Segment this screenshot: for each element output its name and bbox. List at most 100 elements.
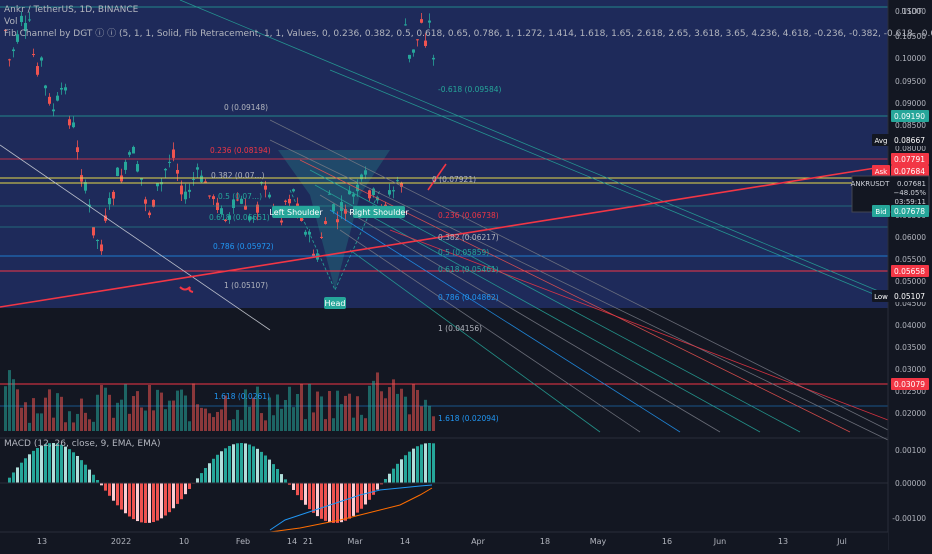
candle-body [24, 23, 27, 32]
volume-bar [356, 396, 359, 431]
candle-body [280, 220, 283, 223]
candle-body [216, 202, 219, 211]
fib-618-left-label: 0.618 (0.06651) [209, 213, 270, 222]
candle-body [52, 109, 55, 112]
right-shoulder-label[interactable]: Right Shoulder [349, 206, 409, 218]
price-tick-label: 0.09500 [895, 77, 926, 86]
volume-bar [120, 399, 123, 431]
volume-bar [40, 413, 43, 431]
candle-body [248, 216, 251, 221]
volume-bar [240, 419, 243, 431]
macd-histogram-bar [148, 483, 151, 523]
time-axis[interactable] [0, 532, 888, 550]
price-tag-top: 0.09190 [894, 112, 925, 121]
candle-body [220, 208, 223, 214]
volume-bar [324, 419, 327, 431]
price-tick-label: 0.08000 [895, 144, 926, 153]
candle-body [196, 167, 199, 170]
macd-histogram-bar [332, 483, 335, 523]
price-tag-upper: 0.07791 [894, 155, 925, 164]
candle-body [132, 146, 135, 154]
candle-body [424, 40, 427, 46]
head-label[interactable]: Head [324, 297, 346, 309]
currency-label: USDT [901, 7, 922, 16]
fib-channel-line [269, 119, 889, 431]
left-shoulder-label[interactable]: Left Shoulder [269, 206, 323, 218]
candle-body [188, 189, 191, 192]
symbol-title[interactable]: Ankr / TetherUS, 1D, BINANCE [4, 5, 139, 15]
candle-body [16, 34, 19, 42]
macd-histogram-bar [228, 445, 231, 483]
volume-bar [172, 400, 175, 431]
volume-bar [188, 421, 191, 431]
fib-channel-line [339, 229, 641, 433]
macd-histogram-bar [220, 451, 223, 483]
macd-histogram-bar [64, 446, 67, 483]
candle-body [112, 191, 115, 199]
price-tag-ask: 0.07684 [894, 167, 925, 176]
macd-histogram-bar [28, 454, 31, 483]
candle-body [68, 119, 71, 126]
candle-body [268, 194, 271, 198]
candle-body [364, 170, 367, 175]
price-tag-mid: 0.05658 [894, 267, 925, 276]
macd-histogram-bar [324, 483, 327, 521]
candle-body [304, 231, 307, 235]
candle-body [356, 184, 359, 192]
candle-body [180, 185, 183, 195]
volume-bar [12, 379, 15, 431]
price-tag-red-bg [891, 378, 929, 390]
volume-bar [268, 397, 271, 431]
price-tag-bid-label-bg [872, 205, 890, 217]
macd-tick-label: 0.00000 [895, 479, 926, 488]
price-tags: 0.09190 0.08667 Avg 0.07791 0.07684 Ask ANKRUS… [851, 110, 930, 390]
macd-histogram-bar [208, 463, 211, 483]
red-flag-icon[interactable] [179, 286, 194, 293]
candle-body [236, 199, 239, 201]
macd-histogram-bar [328, 483, 331, 523]
macd-tick-label: 0.00100 [895, 446, 926, 455]
macd-histogram-bar [216, 454, 219, 483]
fib-channel-indicator-title[interactable]: Fib Channel by DGT ⓘ ⓘ (5, 1, 1, Solid, … [4, 29, 932, 39]
price-tag-bid-label: Bid [875, 208, 886, 216]
price-tag-avg-bg [891, 134, 929, 146]
macd-indicator-title[interactable]: MACD (12, 26, close, 9, EMA, EMA) [4, 439, 161, 449]
candle-body [32, 54, 35, 56]
candle-body [164, 168, 167, 171]
candle-body [344, 209, 347, 214]
price-tick-label: 0.02000 [895, 409, 926, 418]
candle-body [408, 54, 411, 59]
volume-bar [48, 389, 51, 431]
macd-histogram-bar [80, 460, 83, 483]
volume-bar [36, 413, 39, 431]
candle-body [144, 199, 147, 204]
price-tick-label: 0.10000 [895, 54, 926, 63]
volume-bar [244, 389, 247, 431]
time-tick-label: 18 [540, 537, 550, 546]
candle-body [352, 194, 355, 197]
volume-bar [184, 395, 187, 431]
volume-bar [152, 410, 155, 431]
macd-histogram-bar [396, 463, 399, 483]
volume-indicator-title[interactable]: Vol [4, 17, 18, 27]
volume-bar [164, 409, 167, 431]
price-tick-label: 0.11000 [895, 7, 926, 16]
volume-layer [4, 370, 435, 431]
price-tick-label: 0.04000 [895, 321, 926, 330]
price-tag-low-label: Low [874, 293, 888, 301]
macd-histogram-bar [344, 483, 347, 521]
volume-bar [376, 372, 379, 431]
fib-382-right-label: 0.382 (0.06217) [438, 233, 499, 242]
price-tag-low-label-bg [872, 290, 890, 302]
chart-header: Ankr / TetherUS, 1D, BINANCE Vol Fib Cha… [4, 4, 932, 40]
macd-histogram-bar [32, 450, 35, 483]
fib-channel-line [349, 249, 601, 433]
volume-bar [236, 409, 239, 431]
candle-body [172, 149, 175, 158]
price-tick-label: 0.09000 [895, 99, 926, 108]
candle-body [40, 57, 43, 61]
candle-body [44, 85, 47, 89]
volume-bar [420, 406, 423, 431]
